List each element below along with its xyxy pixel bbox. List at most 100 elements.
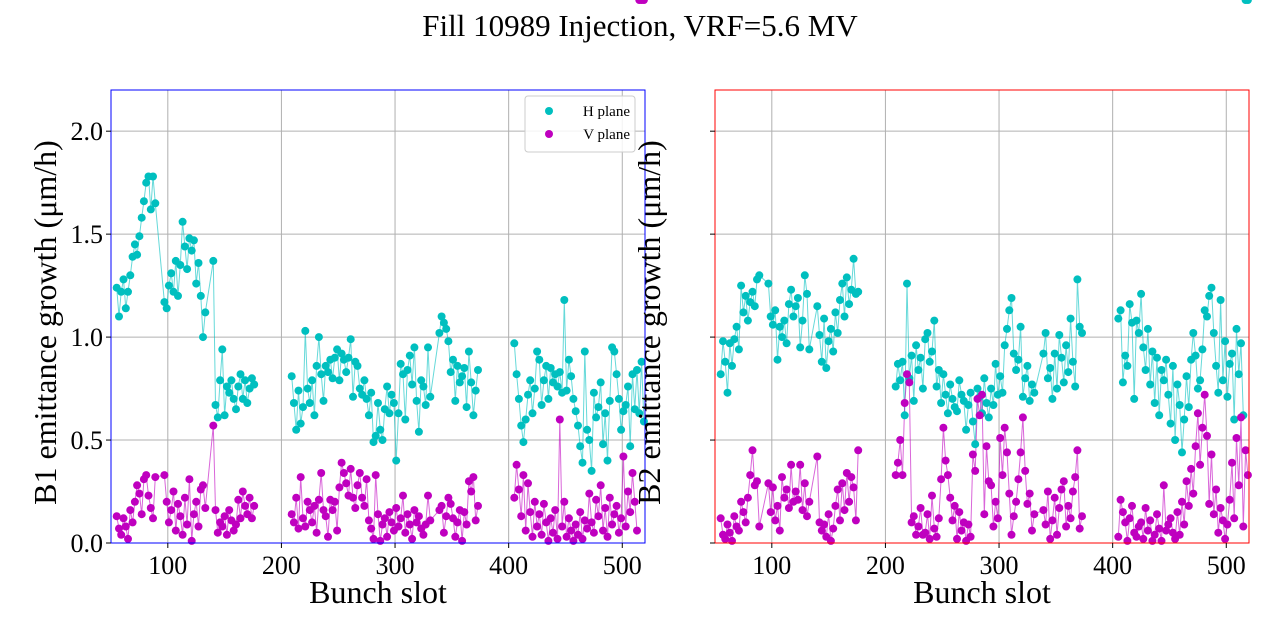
b2-h-plane-point xyxy=(748,287,757,296)
b1-v-plane-point xyxy=(142,471,151,480)
b2-v-plane-point xyxy=(955,508,964,517)
b1-h-plane-point xyxy=(439,318,448,327)
b1-v-plane-point xyxy=(137,510,146,519)
b2-v-plane-point xyxy=(982,442,991,451)
b2-h-plane-point xyxy=(1075,322,1084,331)
b1-v-plane-point xyxy=(619,452,628,461)
b1-y-ticks: 0.0 0.5 1.0 1.5 2.0 xyxy=(71,117,111,558)
b2-h-plane-point xyxy=(1030,388,1039,397)
b2-v-plane-point xyxy=(753,477,761,486)
b2-v-plane-point xyxy=(1168,528,1177,537)
b1-v-plane-point xyxy=(312,528,321,537)
b1-v-plane-point xyxy=(236,514,245,523)
b2-h-plane-point xyxy=(836,296,844,304)
b1-h-plane-point xyxy=(471,386,480,395)
b2-v-plane-point xyxy=(1157,536,1166,545)
b2-h-plane-point xyxy=(1016,322,1025,331)
b1-h-plane-point xyxy=(151,199,160,208)
b2-v-plane-point xyxy=(847,473,856,482)
b2-h-plane-point xyxy=(1234,370,1243,379)
b2-h-plane-point xyxy=(1071,382,1080,391)
b2-h-plane-point xyxy=(916,353,925,362)
b2-h-plane-point xyxy=(732,322,741,331)
b2-v-plane-point xyxy=(1162,526,1171,535)
b2-h-plane-point xyxy=(787,285,796,294)
b2-h-plane-point xyxy=(1196,376,1205,385)
b2-h-plane-point xyxy=(1012,366,1021,374)
b2-h-plane-point xyxy=(989,401,998,409)
b1-v-plane-point xyxy=(571,520,580,529)
b2-v-plane-point xyxy=(1143,526,1152,535)
b1-h-plane-point xyxy=(624,382,632,391)
b2-v-plane-point xyxy=(766,508,775,517)
b1-h-plane-point xyxy=(369,438,378,447)
b2-h-plane-point xyxy=(1175,401,1184,409)
b2-v-plane-point xyxy=(775,526,784,535)
b2-v-plane-point xyxy=(1016,448,1025,457)
b2-v-plane-point xyxy=(998,471,1007,480)
b1-v-plane-point xyxy=(451,532,460,541)
b2-h-plane-point xyxy=(730,335,739,344)
b2-v-plane-point xyxy=(1039,506,1048,515)
b1-h-plane-point xyxy=(139,197,148,206)
b2-v-plane-point xyxy=(1009,512,1018,521)
b2-v-plane-point xyxy=(1007,530,1016,539)
b2-v-plane-point xyxy=(1023,499,1032,508)
b2-v-plane-point xyxy=(1196,460,1205,469)
b1-v-plane-point xyxy=(603,532,612,541)
b1-h-plane-point xyxy=(544,394,553,403)
b1-h-plane-point xyxy=(324,368,332,377)
b2-v-plane-point xyxy=(805,497,814,506)
b1-v-plane-point xyxy=(164,518,173,527)
b1-h-plane-point xyxy=(519,438,528,447)
b2-h-plane-point xyxy=(991,359,1000,368)
b2-v-plane-point xyxy=(1214,528,1223,537)
b1-v-plane-point xyxy=(530,497,539,506)
b1-h-plane-point xyxy=(417,376,426,385)
b2-v-plane-point xyxy=(1114,532,1123,541)
b1-v-plane-point xyxy=(383,532,392,541)
b1-h-plane-point xyxy=(146,205,155,214)
b1-v-plane-point xyxy=(296,473,305,482)
b1-y-tick-label: 1.0 xyxy=(71,323,104,352)
b2-v-plane-point xyxy=(723,520,732,529)
b1-v-plane-point xyxy=(199,481,207,490)
b1-v-plane-point xyxy=(146,504,155,512)
b1-h-plane-point xyxy=(330,353,339,362)
b2-h-plane-point xyxy=(1139,343,1148,352)
b1-v-plane-point xyxy=(222,530,231,539)
b2-v-plane-point xyxy=(1153,510,1161,519)
b1-h-plane-point xyxy=(442,324,451,333)
b2-v-plane-point xyxy=(798,506,807,515)
b2-h-plane-point xyxy=(778,333,786,342)
b1-v-plane-point xyxy=(553,534,562,543)
b1-h-plane-point xyxy=(133,250,142,259)
b1-v-plane-point xyxy=(238,487,247,496)
b2-v-plane-point xyxy=(914,522,923,531)
b1-h-plane-point xyxy=(289,399,298,407)
b2-h-plane-point xyxy=(930,316,939,325)
b2-h-plane-point xyxy=(1046,364,1055,372)
b1-h-plane-point xyxy=(299,403,307,412)
b2-h-plane-point xyxy=(796,343,805,352)
b2-v-plane-point xyxy=(1243,471,1252,480)
b2-h-plane-point xyxy=(854,287,863,296)
b2-h-plane-point xyxy=(980,374,989,383)
b1-v-plane-point xyxy=(601,504,610,512)
b2-v-plane-point xyxy=(932,532,941,541)
b2-h-plane-point xyxy=(996,372,1005,381)
b1-h-plane-point xyxy=(567,372,576,381)
b2-v-plane-point xyxy=(1014,475,1023,484)
b1-v-plane-point xyxy=(628,469,637,477)
b1-v-plane-point xyxy=(333,526,342,535)
b2-v-plane-point xyxy=(1075,524,1084,533)
b1-v-plane-point xyxy=(183,520,192,529)
b1-h-plane-point xyxy=(383,382,392,391)
b1-v-plane-point xyxy=(471,516,480,525)
b1-v-plane-point xyxy=(151,473,160,482)
b2-h-plane-point xyxy=(1018,392,1027,401)
b2-v-plane-point xyxy=(1178,497,1186,506)
b1-v-plane-point xyxy=(292,493,301,502)
b1-v-plane-point xyxy=(585,489,594,498)
b2-v-plane-point xyxy=(833,485,842,494)
